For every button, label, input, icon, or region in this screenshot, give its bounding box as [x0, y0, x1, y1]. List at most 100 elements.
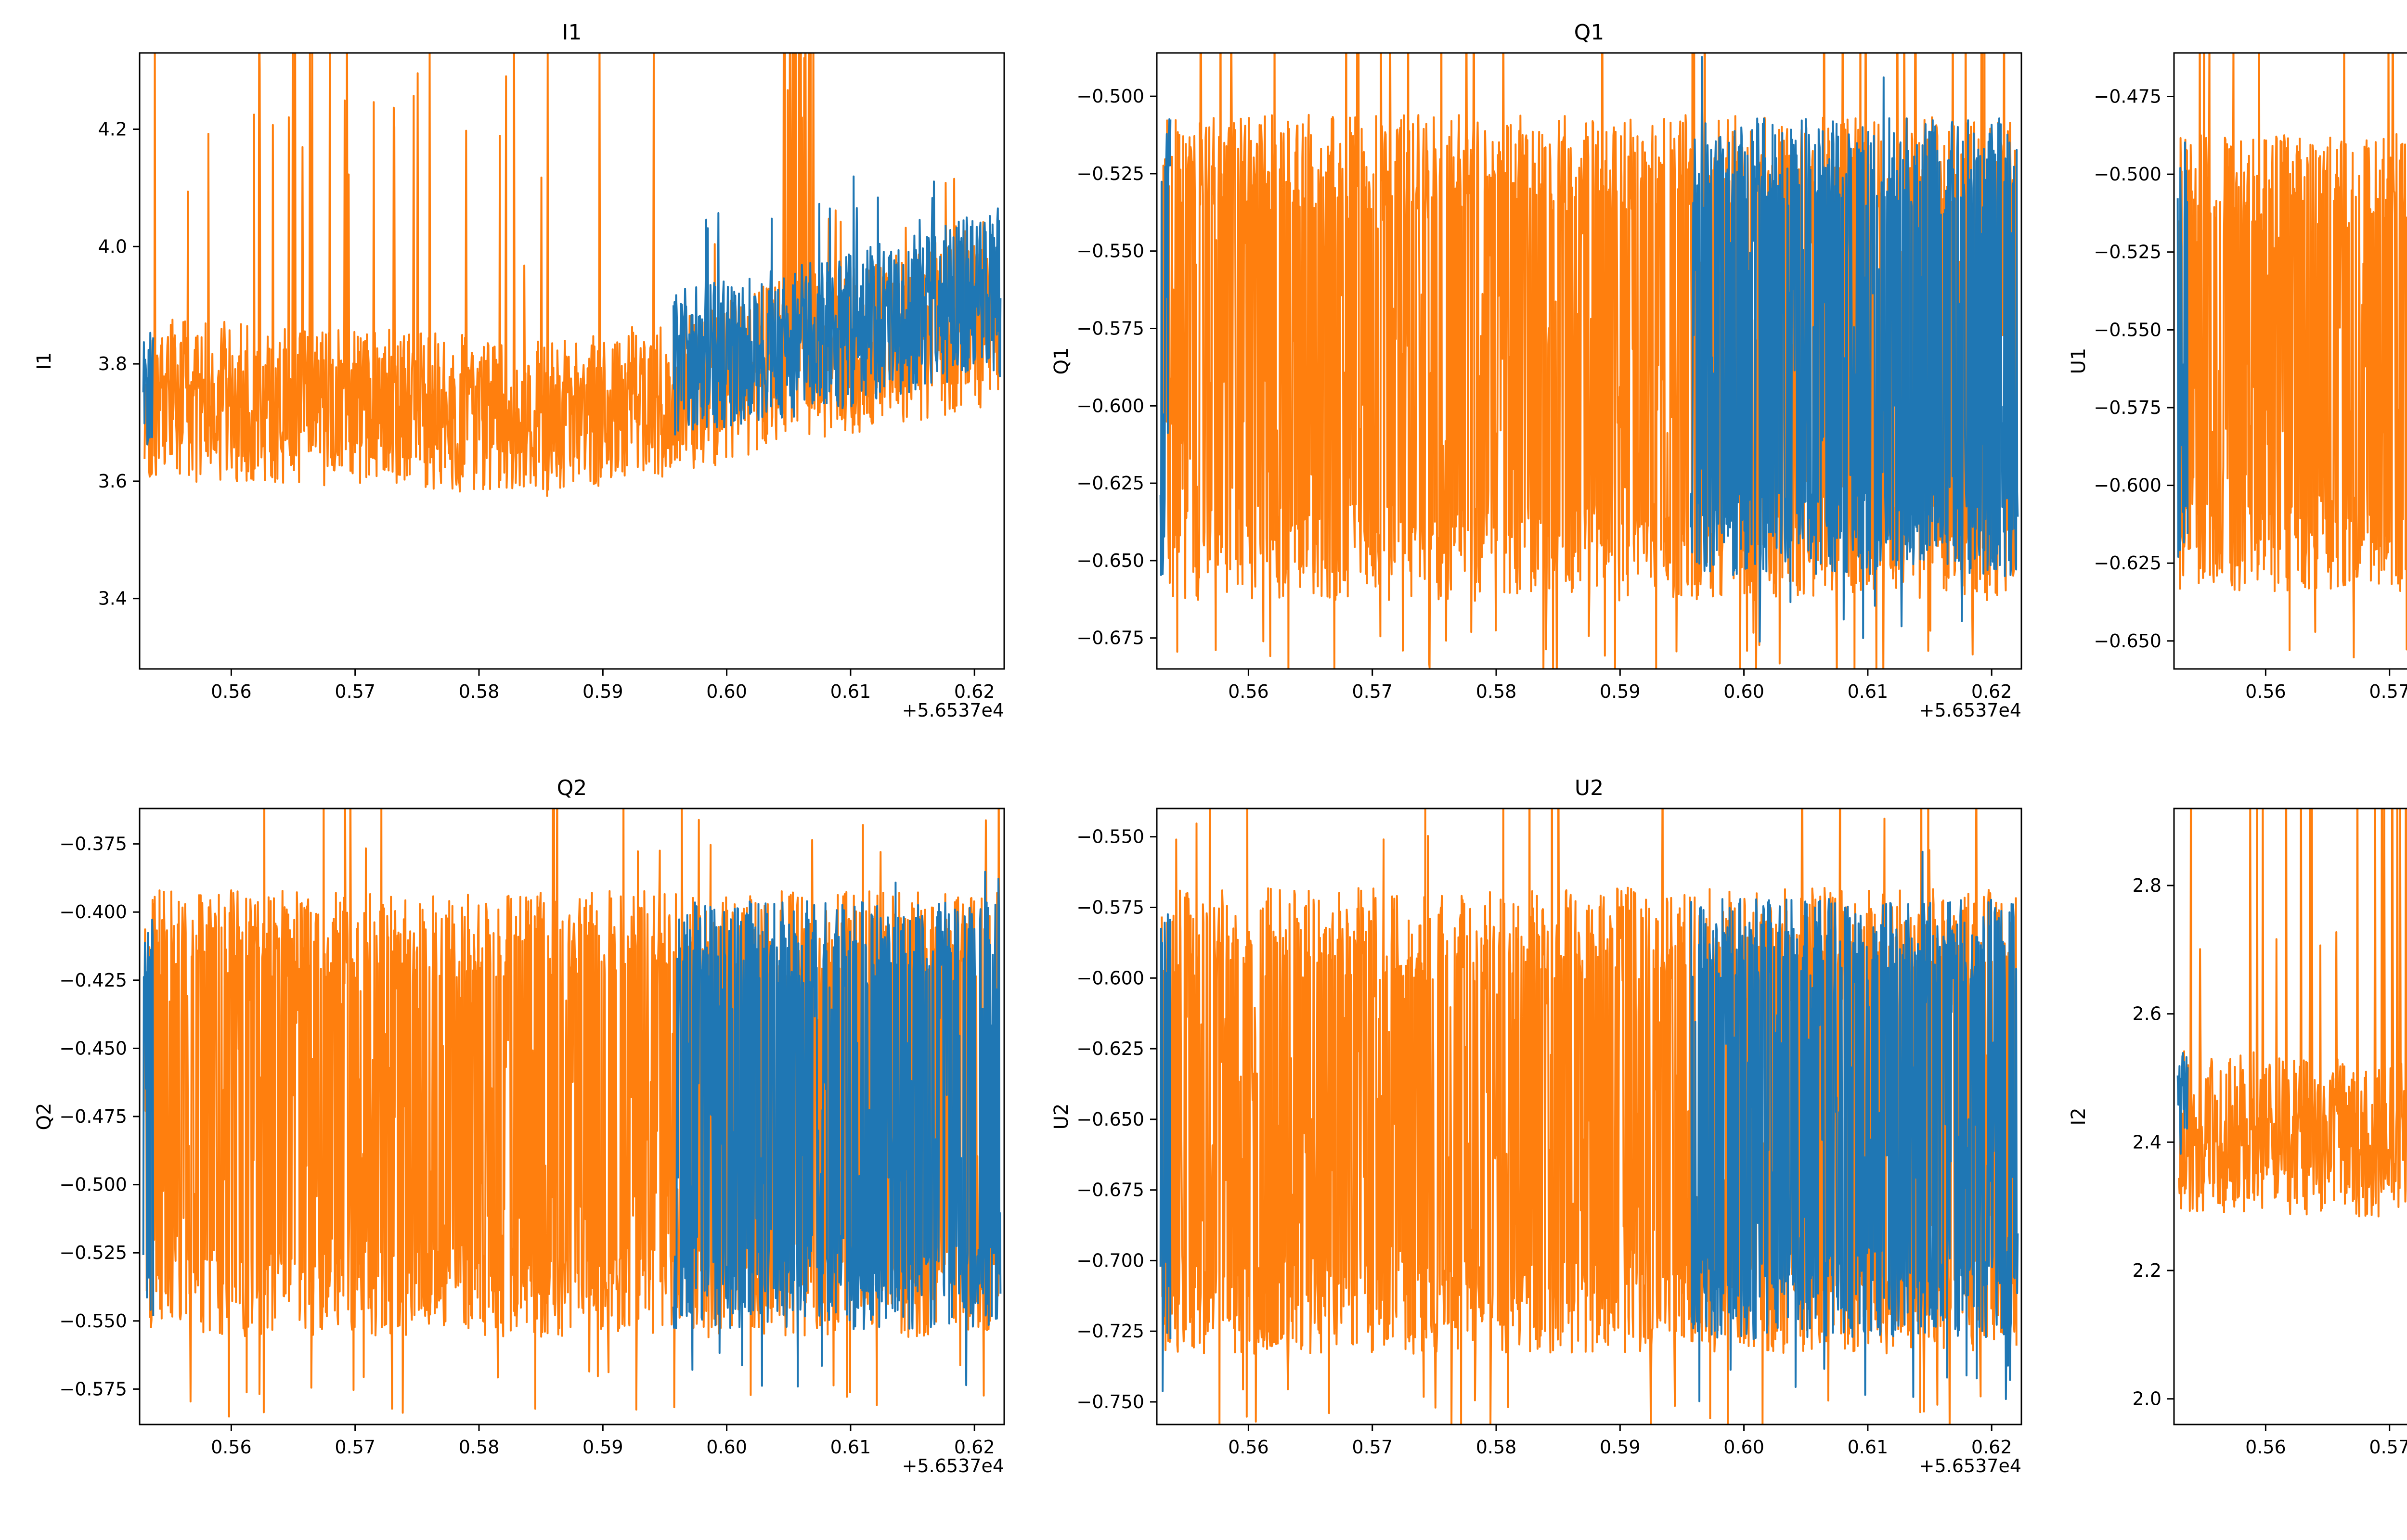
svg-text:−0.750: −0.750	[1076, 1391, 1144, 1412]
svg-text:−0.425: −0.425	[59, 970, 127, 991]
svg-text:−0.550: −0.550	[2094, 319, 2161, 340]
svg-text:0.57: 0.57	[335, 681, 375, 702]
svg-text:0.59: 0.59	[1600, 1437, 1641, 1458]
subplot-title: U1	[2174, 21, 2407, 44]
svg-text:−0.650: −0.650	[1076, 550, 1144, 571]
svg-text:−0.550: −0.550	[1076, 826, 1144, 847]
svg-text:3.8: 3.8	[98, 353, 127, 374]
plot-canvas-U2: 0.56 0.57 0.58 0.59 0.60 0.61 0.62 −0.550 −0.575…	[1076, 808, 2022, 1458]
svg-text:0.60: 0.60	[706, 681, 747, 702]
svg-text:0.62: 0.62	[1971, 1437, 2012, 1458]
svg-text:0.57: 0.57	[2369, 1437, 2407, 1458]
subplot-U2: 0.56 0.57 0.58 0.59 0.60 0.61 0.62 −0.550 −0.575…	[1041, 770, 2036, 1506]
plot-canvas-Q1: 0.56 0.57 0.58 0.59 0.60 0.61 0.62 −0.500 −0.525…	[1076, 52, 2022, 702]
svg-text:0.58: 0.58	[459, 1437, 500, 1458]
svg-text:0.62: 0.62	[954, 1437, 995, 1458]
svg-text:−0.625: −0.625	[2094, 552, 2161, 574]
svg-text:0.56: 0.56	[211, 681, 252, 702]
svg-text:−0.675: −0.675	[1076, 628, 1144, 649]
svg-text:0.59: 0.59	[582, 681, 623, 702]
subplot-I2: 0.560.570.580.590.600.610.622.02.22.42.6…	[2058, 770, 2407, 1506]
svg-text:−0.450: −0.450	[59, 1038, 127, 1059]
svg-text:−0.575: −0.575	[59, 1378, 127, 1399]
svg-text:−0.550: −0.550	[59, 1310, 127, 1332]
subplot-title: Q2	[556, 776, 587, 800]
x-axis-offset-label: +5.6537e4	[902, 1455, 1004, 1476]
svg-text:−0.700: −0.700	[1076, 1250, 1144, 1271]
svg-text:2.6: 2.6	[2133, 1003, 2161, 1025]
svg-text:2.2: 2.2	[2133, 1260, 2161, 1281]
svg-text:0.58: 0.58	[1476, 1437, 1517, 1458]
svg-text:3.6: 3.6	[98, 471, 127, 492]
svg-text:0.56: 0.56	[2245, 681, 2286, 702]
svg-text:0.56: 0.56	[2245, 1437, 2286, 1458]
svg-text:0.62: 0.62	[1971, 681, 2012, 702]
svg-text:−0.600: −0.600	[2094, 475, 2161, 496]
svg-text:−0.500: −0.500	[59, 1174, 127, 1195]
svg-text:0.59: 0.59	[1600, 681, 1641, 702]
svg-text:−0.600: −0.600	[1076, 395, 1144, 416]
svg-text:−0.575: −0.575	[1076, 897, 1144, 918]
svg-text:0.57: 0.57	[2369, 681, 2407, 702]
x-axis-offset-label: +5.6537e4	[1919, 700, 2021, 721]
svg-text:0.57: 0.57	[1352, 681, 1393, 702]
y-axis-label: I1	[33, 352, 55, 370]
svg-text:0.61: 0.61	[1848, 681, 1889, 702]
svg-text:0.60: 0.60	[1723, 681, 1764, 702]
svg-text:3.4: 3.4	[98, 588, 127, 609]
subplot-title: U2	[1574, 776, 1604, 800]
svg-text:−0.725: −0.725	[1076, 1321, 1144, 1342]
svg-text:0.57: 0.57	[1352, 1437, 1393, 1458]
svg-text:−0.525: −0.525	[2094, 242, 2161, 263]
svg-text:−0.675: −0.675	[1076, 1180, 1144, 1201]
subplot-title: Q1	[1574, 20, 1605, 45]
svg-text:−0.500: −0.500	[1076, 86, 1144, 107]
y-axis-label: I2	[2068, 1107, 2090, 1126]
svg-text:−0.500: −0.500	[2094, 164, 2161, 185]
y-axis-label: Q2	[33, 1103, 55, 1130]
y-axis-label: Q1	[1050, 347, 1073, 375]
svg-text:0.60: 0.60	[706, 1437, 747, 1458]
svg-text:2.4: 2.4	[2133, 1131, 2161, 1153]
svg-text:0.56: 0.56	[211, 1437, 252, 1458]
plot-canvas-Q2: 0.56 0.57 0.58 0.59 0.60 0.61 0.62 −0.375 −0.400…	[59, 808, 1005, 1458]
svg-text:0.61: 0.61	[1848, 1437, 1889, 1458]
subplot-Q2: 0.56 0.57 0.58 0.59 0.60 0.61 0.62 −0.375 −0.400…	[24, 770, 1019, 1506]
svg-text:0.62: 0.62	[954, 681, 995, 702]
plot-canvas-U1: 0.560.570.580.590.600.610.62−0.475−0.500…	[2094, 52, 2407, 702]
svg-text:0.59: 0.59	[582, 1437, 623, 1458]
svg-text:−0.525: −0.525	[1076, 163, 1144, 184]
svg-text:2.8: 2.8	[2133, 875, 2161, 896]
svg-text:0.58: 0.58	[459, 681, 500, 702]
svg-text:−0.625: −0.625	[1076, 1038, 1144, 1059]
x-axis-offset-label: +5.6537e4	[902, 700, 1004, 721]
svg-text:−0.525: −0.525	[59, 1242, 127, 1263]
svg-text:4.2: 4.2	[98, 119, 127, 140]
svg-text:4.0: 4.0	[98, 236, 127, 257]
svg-text:0.58: 0.58	[1476, 681, 1517, 702]
svg-text:−0.550: −0.550	[1076, 241, 1144, 262]
svg-text:0.56: 0.56	[1228, 1437, 1269, 1458]
svg-text:0.61: 0.61	[830, 1437, 871, 1458]
subplot-U1: 0.560.570.580.590.600.610.62−0.475−0.500…	[2058, 14, 2407, 751]
svg-text:0.61: 0.61	[830, 681, 871, 702]
svg-text:−0.400: −0.400	[59, 901, 127, 923]
svg-text:0.60: 0.60	[1723, 1437, 1764, 1458]
subplot-Q1: 0.56 0.57 0.58 0.59 0.60 0.61 0.62 −0.500 −0.525…	[1041, 14, 2036, 751]
svg-text:2.0: 2.0	[2133, 1388, 2161, 1410]
subplot-title: I2	[2174, 777, 2407, 800]
subplot-title: I1	[562, 20, 582, 45]
svg-text:−0.575: −0.575	[2094, 397, 2161, 418]
subplot-I1: 0.56 0.57 0.58 0.59 0.60 0.61 0.62 3.4 3.6 3.8 4.0…	[24, 14, 1019, 751]
svg-text:−0.650: −0.650	[1076, 1109, 1144, 1130]
svg-text:0.57: 0.57	[335, 1437, 375, 1458]
svg-text:−0.650: −0.650	[2094, 630, 2161, 652]
svg-text:−0.475: −0.475	[59, 1106, 127, 1127]
x-axis-offset-label: +5.6537e4	[1919, 1455, 2021, 1476]
plot-canvas-I2: 0.560.570.580.590.600.610.622.02.22.42.6…	[2133, 808, 2407, 1458]
y-axis-label: U2	[1050, 1103, 1073, 1130]
y-axis-label: U1	[2068, 347, 2090, 374]
svg-text:−0.375: −0.375	[59, 834, 127, 855]
svg-text:−0.475: −0.475	[2094, 86, 2161, 107]
